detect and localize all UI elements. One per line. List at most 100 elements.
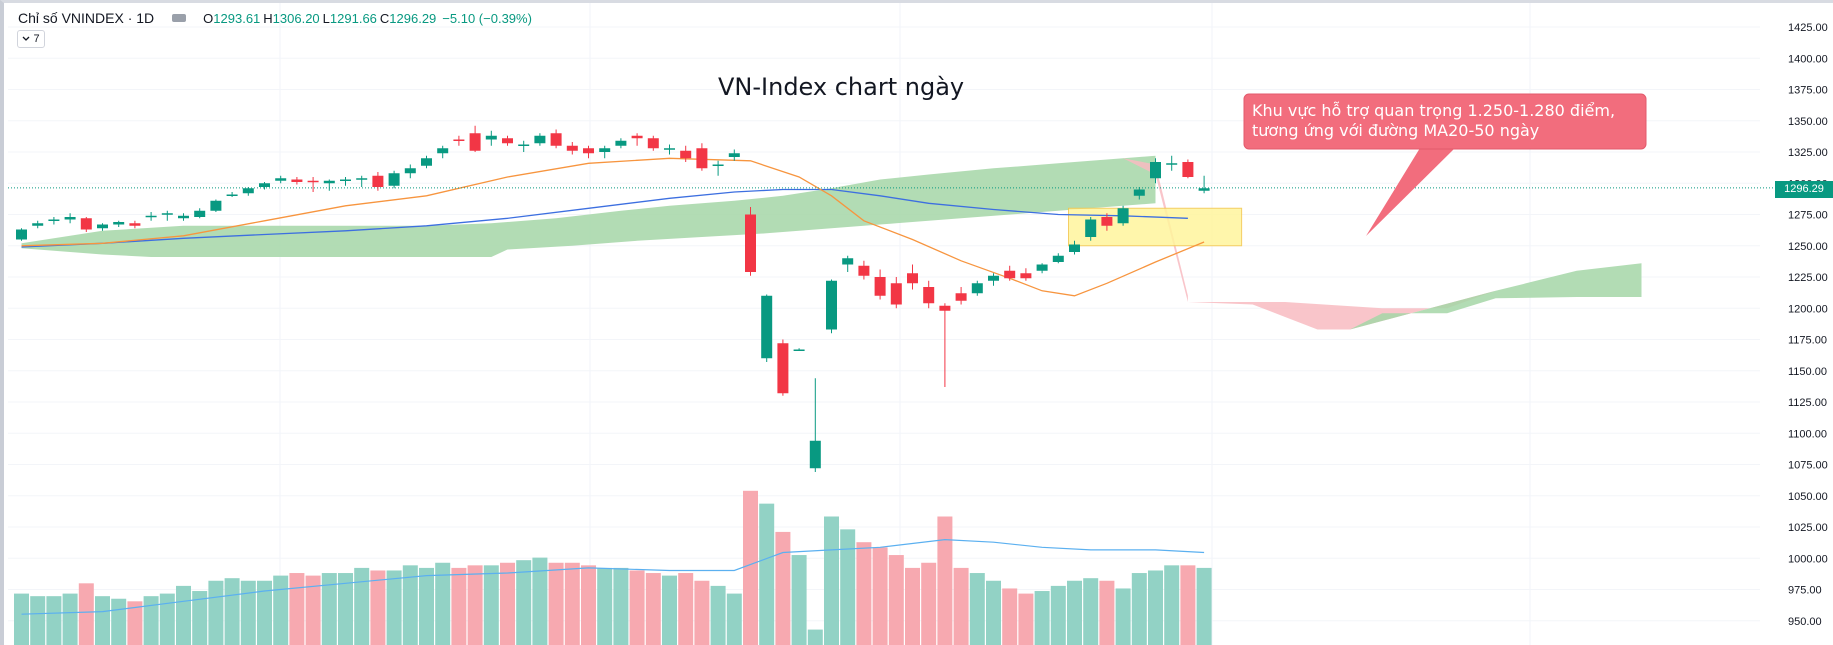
indicators-toggle-button[interactable]: 7: [17, 30, 45, 48]
candle: [566, 142, 578, 155]
candle-body: [566, 145, 578, 151]
candle-body: [502, 138, 513, 144]
volume-bar: [1050, 585, 1066, 645]
volume-bar: [1180, 565, 1196, 645]
candle-body: [178, 215, 189, 219]
candle-body: [696, 148, 708, 169]
candle: [907, 264, 918, 290]
candle-body: [388, 173, 400, 186]
volume-series: [14, 490, 1212, 645]
candle: [939, 303, 951, 387]
volume-bar: [1131, 573, 1147, 645]
candle-body: [826, 280, 837, 330]
candle-body: [1020, 273, 1032, 279]
y-axis-tick-label: 1025.00: [1788, 522, 1828, 534]
volume-bar: [791, 555, 807, 645]
candlestick-series: [16, 125, 1210, 472]
future-cloud-bull: [1349, 263, 1642, 330]
volume-ma-line: [21, 538, 1205, 615]
candle: [534, 133, 546, 146]
candle: [1166, 155, 1178, 171]
candle: [453, 135, 465, 146]
candle: [323, 179, 335, 191]
candle-body: [16, 229, 27, 240]
candle: [16, 228, 27, 241]
volume-bar: [888, 555, 904, 645]
candle: [971, 280, 983, 296]
candle: [48, 217, 60, 225]
candle-body: [242, 188, 254, 194]
volume-bar: [240, 580, 256, 645]
callout-box: [1243, 93, 1647, 236]
volume-bar: [532, 557, 548, 645]
candle-body: [1133, 189, 1145, 196]
candle: [145, 212, 157, 221]
y-axis-tick-label: 1350.00: [1788, 116, 1828, 128]
candle-body: [307, 180, 319, 183]
candle-body: [259, 183, 270, 187]
ichimoku-cloud: [21, 155, 1642, 330]
candle-body: [1004, 270, 1016, 279]
candle-body: [907, 273, 918, 284]
volume-bar: [840, 529, 856, 645]
candle: [340, 177, 351, 186]
candle-body: [226, 194, 238, 196]
candle: [923, 280, 935, 309]
volume-bar: [694, 580, 710, 645]
candle-body: [32, 223, 44, 226]
volume-bar: [321, 573, 337, 645]
volume-bar: [192, 591, 208, 645]
candle-body: [210, 200, 222, 211]
candle: [631, 133, 643, 146]
volume-bar: [1067, 580, 1082, 645]
candle-body: [1069, 244, 1080, 252]
callout-text: Khu vực hỗ trợ quan trọng 1.250-1.280 đi…: [1252, 101, 1616, 140]
volume-bar: [710, 585, 726, 645]
candle-body: [923, 287, 935, 304]
symbol-name[interactable]: Chỉ số VNINDEX · 1D: [18, 10, 155, 26]
candle: [161, 210, 173, 221]
candle: [842, 255, 854, 272]
volume-bar: [1002, 588, 1018, 645]
y-axis-tick-label: 1075.00: [1788, 460, 1828, 472]
candle-body: [583, 148, 594, 154]
candle: [80, 217, 92, 232]
chart-title: VN-Index chart ngày: [718, 73, 965, 101]
candle: [210, 199, 222, 212]
volume-bar: [969, 573, 985, 645]
candle-body: [777, 343, 789, 394]
candle-body: [518, 144, 530, 146]
candle-body: [761, 295, 773, 359]
candle-body: [48, 219, 60, 221]
candle-body: [404, 168, 416, 174]
volume-bar: [1115, 588, 1131, 645]
volume-bar: [678, 573, 694, 645]
candle: [793, 348, 805, 351]
candle: [437, 145, 449, 159]
volume-bar: [370, 570, 386, 645]
candle-body: [550, 133, 562, 146]
y-axis-tick-label: 975.00: [1788, 585, 1822, 597]
candle-body: [356, 178, 368, 180]
candle-body: [615, 140, 627, 146]
candle: [502, 135, 513, 146]
volume-bar: [500, 562, 515, 645]
candle-body: [340, 179, 351, 181]
volume-bar: [824, 516, 839, 645]
candle: [745, 207, 756, 276]
volume-bar: [127, 601, 143, 645]
candle-body: [97, 224, 108, 229]
price-axis[interactable]: 1425.001400.001375.001350.001325.001300.…: [1788, 22, 1828, 628]
y-axis-tick-label: 1050.00: [1788, 491, 1828, 503]
candle: [97, 223, 108, 231]
candle: [242, 187, 254, 196]
volume-bar: [1148, 570, 1163, 645]
candle: [1198, 175, 1210, 194]
indicator-count: 7: [33, 33, 40, 45]
candle-body: [745, 214, 756, 272]
open-value: 1293.61: [213, 10, 261, 26]
candle: [1036, 263, 1048, 274]
y-axis-tick-label: 1250.00: [1788, 241, 1828, 253]
candle: [421, 155, 432, 169]
